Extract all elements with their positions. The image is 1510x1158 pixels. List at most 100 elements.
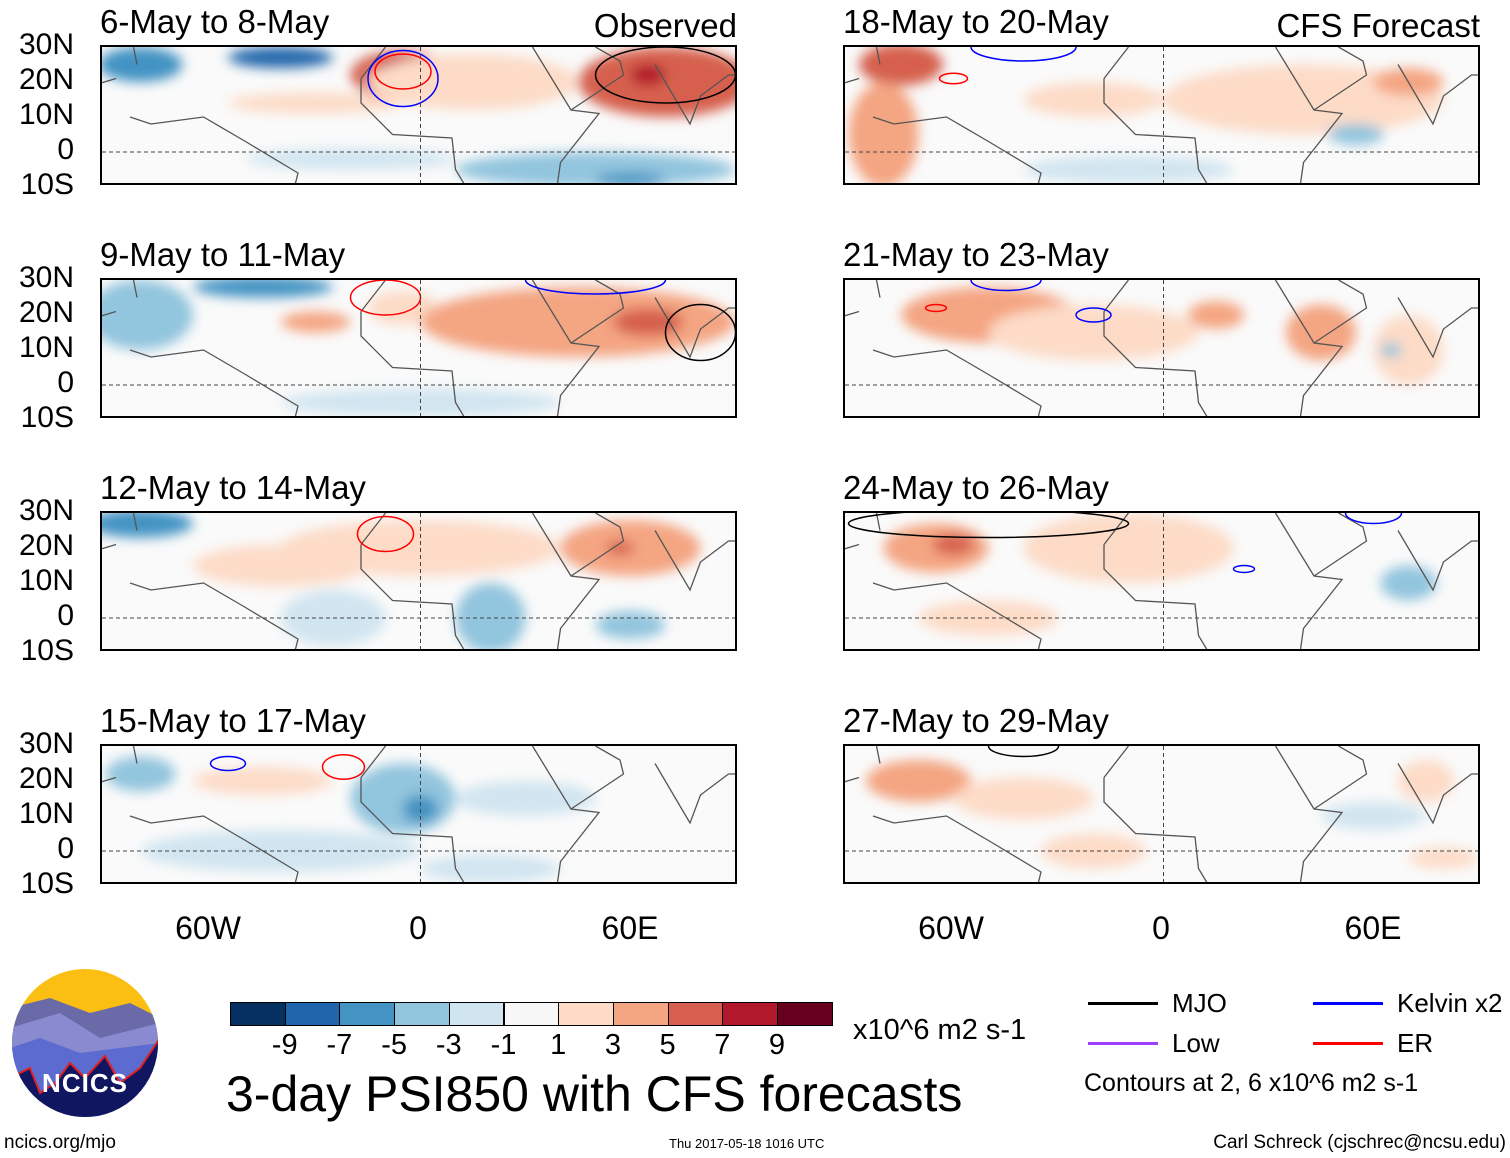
latitude-label: 0 bbox=[57, 366, 74, 399]
colorbar-swatch bbox=[667, 1002, 724, 1026]
anomaly-shading bbox=[1328, 124, 1384, 145]
colorbar-swatch bbox=[394, 1002, 450, 1026]
anomaly-shading bbox=[595, 611, 666, 639]
colorbar-tick-label: -7 bbox=[326, 1029, 353, 1061]
panel-source-label: Observed bbox=[593, 7, 737, 44]
latitude-label: 20N bbox=[18, 296, 74, 329]
anomaly-shading bbox=[1380, 343, 1402, 357]
latitude-label: 20N bbox=[18, 529, 74, 562]
legend-label: Low bbox=[1172, 1028, 1220, 1058]
panel-title: 6-May to 8-May bbox=[100, 3, 330, 40]
coastline bbox=[102, 280, 735, 416]
map-panel bbox=[843, 45, 1480, 185]
anomaly-shading bbox=[953, 777, 1094, 820]
latitude-label: 0 bbox=[57, 599, 74, 632]
wave-contour bbox=[970, 280, 1042, 292]
legend-line bbox=[1088, 1002, 1158, 1005]
latitude-label: 30N bbox=[18, 28, 74, 61]
panel-title: 21-May to 23-May bbox=[843, 236, 1109, 273]
latitude-label: 10N bbox=[18, 331, 74, 364]
colorbar-tick-label: -3 bbox=[435, 1029, 462, 1061]
latitude-label: 10S bbox=[20, 867, 74, 900]
latitude-label: 20N bbox=[18, 63, 74, 96]
map-panel bbox=[100, 278, 737, 418]
latitude-label: 30N bbox=[18, 494, 74, 527]
legend-label: MJO bbox=[1172, 988, 1227, 1018]
wave-contour bbox=[1344, 513, 1403, 525]
wave-contour bbox=[1232, 564, 1256, 574]
anomaly-shading bbox=[228, 92, 403, 114]
anomaly-shading bbox=[455, 583, 526, 649]
wave-contour bbox=[209, 755, 247, 772]
anomaly-shading bbox=[988, 304, 1199, 361]
colorbar-swatch bbox=[503, 1002, 560, 1026]
anomaly-shading bbox=[595, 173, 666, 183]
longitude-label: 0 bbox=[409, 910, 427, 946]
longitude-label: 0 bbox=[1152, 910, 1170, 946]
panel-title: 9-May to 11-May bbox=[100, 236, 346, 273]
anomaly-shading bbox=[1373, 315, 1444, 385]
anomaly-shading bbox=[859, 47, 943, 86]
coastline bbox=[845, 746, 1478, 882]
colorbar-swatch bbox=[284, 1002, 341, 1026]
anomaly-shading bbox=[1408, 847, 1478, 869]
anomaly-shading bbox=[228, 47, 333, 68]
latitude-label: 10N bbox=[18, 98, 74, 131]
anomaly-shading bbox=[1188, 301, 1244, 329]
anomaly-shading bbox=[1023, 155, 1234, 183]
anomaly-shading bbox=[105, 756, 176, 792]
anomaly-shading bbox=[368, 54, 578, 110]
map-panel bbox=[843, 511, 1480, 651]
anomaly-shading bbox=[1321, 802, 1426, 830]
colorbar-tick-label: 5 bbox=[659, 1029, 676, 1061]
panel-source-label: CFS Forecast bbox=[1276, 7, 1480, 44]
latitude-label: 10S bbox=[20, 634, 74, 667]
footer-credit: Carl Schreck (cjschrec@ncsu.edu) bbox=[1213, 1132, 1506, 1153]
panel-title: 15-May to 17-May bbox=[100, 702, 366, 739]
figure-title: 3-day PSI850 with CFS forecasts bbox=[226, 1066, 963, 1122]
coastline bbox=[102, 746, 735, 882]
logo-text: NCICS bbox=[42, 1068, 128, 1098]
anomaly-shading bbox=[245, 148, 456, 170]
wave-contour bbox=[524, 280, 667, 295]
wave-contour bbox=[1075, 307, 1112, 323]
legend-line bbox=[1313, 1042, 1383, 1045]
longitude-label: 60W bbox=[175, 910, 241, 946]
anomaly-shading bbox=[932, 534, 975, 555]
anomaly-shading bbox=[102, 513, 193, 538]
anomaly-shading bbox=[350, 763, 456, 834]
wave-contour bbox=[970, 47, 1077, 62]
anomaly-shading bbox=[280, 311, 351, 333]
colorbar-tick-label: 9 bbox=[768, 1029, 786, 1061]
anomaly-shading bbox=[455, 781, 596, 816]
anomaly-shading bbox=[1023, 513, 1234, 583]
wave-contour bbox=[924, 303, 948, 313]
map-panel bbox=[100, 511, 737, 651]
anomaly-shading bbox=[102, 280, 193, 350]
latitude-label: 30N bbox=[18, 261, 74, 294]
colorbar-tick-label: -1 bbox=[490, 1029, 517, 1061]
colorbar-units: x10^6 m2 s-1 bbox=[853, 1014, 1027, 1046]
anomaly-shading bbox=[630, 64, 666, 86]
latitude-label: 0 bbox=[57, 133, 74, 166]
footer-timestamp: Thu 2017-05-18 1016 UTC bbox=[669, 1136, 825, 1151]
anomaly-shading bbox=[420, 854, 561, 882]
colorbar-swatch bbox=[448, 1002, 505, 1026]
wave-contour bbox=[321, 754, 366, 780]
latitude-label: 0 bbox=[57, 832, 74, 865]
latitude-label: 10N bbox=[18, 797, 74, 830]
wave-contour bbox=[987, 746, 1060, 758]
footer-url[interactable]: ncics.org/mjo bbox=[4, 1132, 116, 1153]
anomaly-shading bbox=[1023, 82, 1164, 117]
colorbar-swatch bbox=[612, 1002, 669, 1026]
colorbar-swatch bbox=[722, 1002, 778, 1026]
colorbar-swatch bbox=[777, 1002, 833, 1026]
anomaly-shading bbox=[193, 280, 333, 298]
anomaly-shading bbox=[866, 760, 971, 802]
coastline bbox=[845, 280, 1478, 416]
colorbar-swatch bbox=[558, 1002, 614, 1026]
anomaly-shading bbox=[455, 152, 735, 183]
map-panel bbox=[100, 45, 737, 185]
legend-label: ER bbox=[1397, 1028, 1434, 1058]
